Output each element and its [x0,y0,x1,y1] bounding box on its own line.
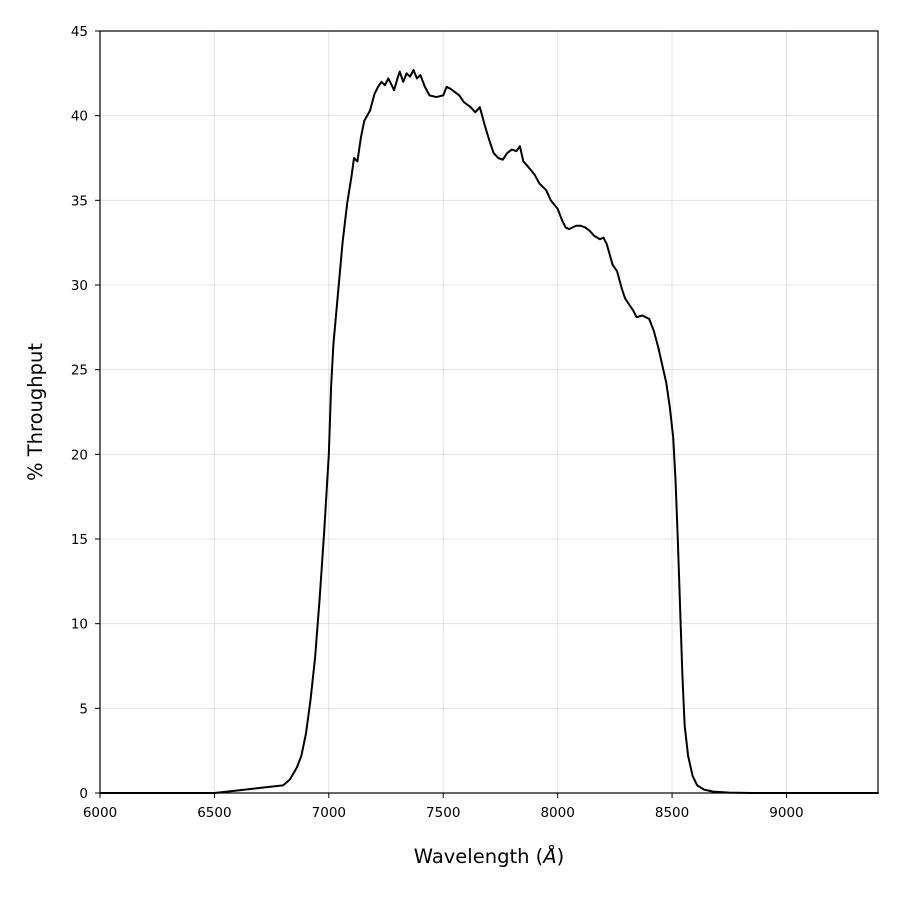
x-tick-label: 7500 [426,805,460,821]
y-tick-label: 35 [71,193,88,209]
y-tick-label: 30 [71,278,88,294]
x-axis-label: Wavelength (Å) [414,845,564,868]
x-tick-label: 8500 [655,805,689,821]
y-tick-label: 25 [71,363,88,379]
y-axis-label: % Throughput [24,343,47,481]
y-tick-label: 40 [71,109,88,125]
throughput-line [99,68,879,794]
x-axis-label-close: ) [557,845,565,868]
y-tick-label: 0 [79,786,88,802]
y-tick-label: 10 [71,617,88,633]
x-tick-label: 7000 [312,805,346,821]
x-tick-label: 6000 [83,805,117,821]
x-axis-label-text: Wavelength ( [414,845,543,868]
y-tick-label: 20 [71,447,88,463]
grid-layer [99,30,878,794]
y-tick-label: 15 [71,532,88,548]
x-axis-label-unit: Å [541,845,556,868]
plot-frame [99,30,879,794]
y-tick-label: 5 [79,701,88,717]
ticks-layer: 6000 6500 7000 7500 8000 8500 9000 0 5 10 15 20 25 30… [71,24,804,821]
x-tick-label: 9000 [769,805,803,821]
series-layer [99,68,879,794]
x-tick-label: 6500 [197,805,231,821]
y-tick-label: 45 [71,24,88,40]
x-tick-label: 8000 [540,805,574,821]
